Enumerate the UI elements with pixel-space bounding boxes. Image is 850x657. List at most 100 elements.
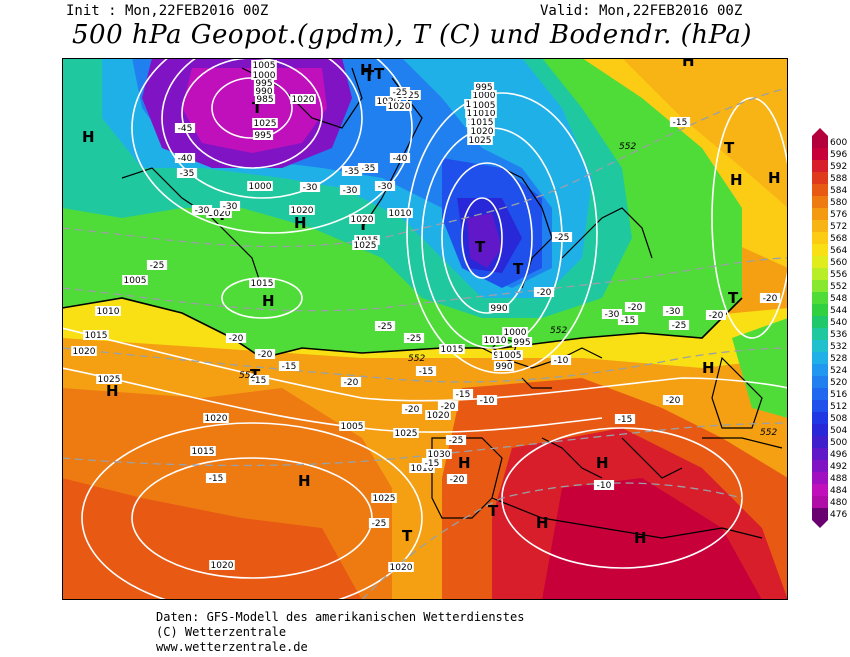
scale-swatch — [812, 256, 828, 268]
scale-label: 516 — [830, 390, 847, 400]
isobar-label: 1020 — [73, 347, 96, 357]
scale-label: 484 — [830, 486, 847, 496]
isobar-label-bg — [425, 410, 451, 420]
isobar-label-bg — [502, 327, 528, 337]
color-scale: 600 596 592 588 584 580 576 572 568 564 560 556 552 5… — [812, 128, 847, 528]
low-pressure-marker: T — [513, 260, 524, 278]
high-pressure-marker: H — [294, 214, 307, 232]
scale-label: 524 — [830, 366, 847, 376]
isobar-label-bg — [209, 560, 235, 570]
isotherms — [62, 87, 788, 600]
scale-label: 504 — [830, 426, 847, 436]
isotherm-minus-30 — [62, 87, 788, 248]
isobar-label-bg — [439, 344, 465, 354]
isobar-label: 1020 — [291, 206, 314, 216]
temperature-label: -10 — [554, 356, 569, 366]
isobar-label-bg — [467, 135, 493, 145]
valid-time: Valid: Mon,22FEB2016 00Z — [540, 3, 743, 19]
scale-label: 576 — [830, 210, 847, 220]
isobar-label-bg — [482, 335, 508, 345]
temperature-label: -15 — [621, 316, 636, 326]
scale-swatch — [812, 508, 828, 520]
isobar-label: 1025 — [354, 241, 377, 251]
isobar-label: 995 — [255, 79, 272, 89]
temperature-label: -15 — [618, 415, 633, 425]
isobar-low-4 — [131, 58, 413, 234]
temperature-label-bg — [191, 205, 213, 215]
isobar-label-bg — [96, 374, 122, 384]
isobar-label: 1020 — [427, 411, 450, 421]
isobar-label-bg — [122, 275, 148, 285]
isotherm-minus-25 — [62, 257, 788, 312]
isotherm-minus-15 — [62, 422, 788, 467]
isobar-label: 1000 — [504, 328, 527, 338]
isobar-label-bg — [251, 70, 277, 80]
isotherm-minus-20 — [62, 347, 788, 383]
scale-swatch — [812, 436, 828, 448]
temperature-label-bg — [415, 366, 437, 376]
isobar-label: 1010 — [473, 109, 496, 119]
coast-italy — [541, 437, 603, 479]
temperature-label-bg — [421, 458, 443, 468]
isobar-label: 1020 — [205, 414, 228, 424]
temperature-label: -20 — [666, 396, 681, 406]
temperature-label-bg — [389, 153, 411, 163]
isobar-label-bg — [253, 86, 275, 96]
field-trough-purple — [467, 213, 502, 268]
high-pressure-marker: H — [82, 128, 95, 146]
high-pressure-marker: H — [730, 171, 743, 189]
low-pressure-marker: T — [724, 139, 735, 157]
isobar-label: 1025 — [395, 429, 418, 439]
temperature-label: -30 — [223, 202, 238, 212]
scale-label: 528 — [830, 354, 847, 364]
isobar-label-bg — [206, 208, 232, 218]
low-pressure-marker: T — [475, 238, 486, 256]
temperature-label-bg — [146, 260, 168, 270]
temperature-label-bg — [550, 355, 572, 365]
temperature-label-bg — [205, 473, 227, 483]
scale-swatch — [812, 304, 828, 316]
isobar-low-2 — [181, 58, 323, 169]
temperature-label: -20 — [229, 334, 244, 344]
isobar-label: 1000 — [253, 71, 276, 81]
weather-map: HHHHHHHHHHHHHHTTTTTTTTTTTT10051000995990… — [62, 58, 788, 600]
scale-swatch — [812, 136, 828, 148]
scale-label: 544 — [830, 306, 847, 316]
isobar-1015 — [62, 327, 788, 402]
scale-label: 600 — [830, 138, 847, 148]
scale-label: 548 — [830, 294, 847, 304]
temperature-label-bg — [403, 333, 425, 343]
isobar-label-bg — [471, 108, 497, 118]
isobar-label: 1000 — [249, 182, 272, 192]
temperature-label-bg — [445, 435, 467, 445]
scale-swatch — [812, 160, 828, 172]
map-title: 500 hPa Geopot.(gpdm), T (C) und Bodendr… — [72, 20, 753, 50]
high-pressure-marker: H — [458, 454, 471, 472]
isobar-label-bg — [493, 361, 515, 371]
scale-swatch — [812, 460, 828, 472]
scale-arrow-bottom — [812, 520, 828, 528]
coast-greece — [621, 437, 683, 479]
low-pressure-marker: T — [488, 502, 499, 520]
scale-swatch — [812, 388, 828, 400]
coast-british-isles — [521, 377, 552, 389]
isobar-label-bg — [71, 346, 97, 356]
temperature-label-bg — [368, 518, 390, 528]
temperature-label-bg — [357, 163, 379, 173]
isobar-label: 1015 — [192, 447, 215, 457]
isobar-label-bg — [388, 562, 414, 572]
isobar-label-bg — [339, 421, 365, 431]
temperature-label-bg — [401, 404, 423, 414]
line-552 — [62, 297, 743, 359]
isobar-label-bg — [190, 446, 216, 456]
temperature-label-bg — [248, 375, 270, 385]
scale-swatch — [812, 472, 828, 484]
scale-label: 476 — [830, 510, 847, 520]
field-sw-deeporange — [62, 478, 362, 600]
scale-label: 520 — [830, 378, 847, 388]
isobar-label: 1005 — [124, 276, 147, 286]
isobar-label: 1025 — [469, 136, 492, 146]
low-pressure-marker: T — [728, 289, 739, 307]
scale-label: 480 — [830, 498, 847, 508]
isobar-label-bg — [203, 413, 229, 423]
